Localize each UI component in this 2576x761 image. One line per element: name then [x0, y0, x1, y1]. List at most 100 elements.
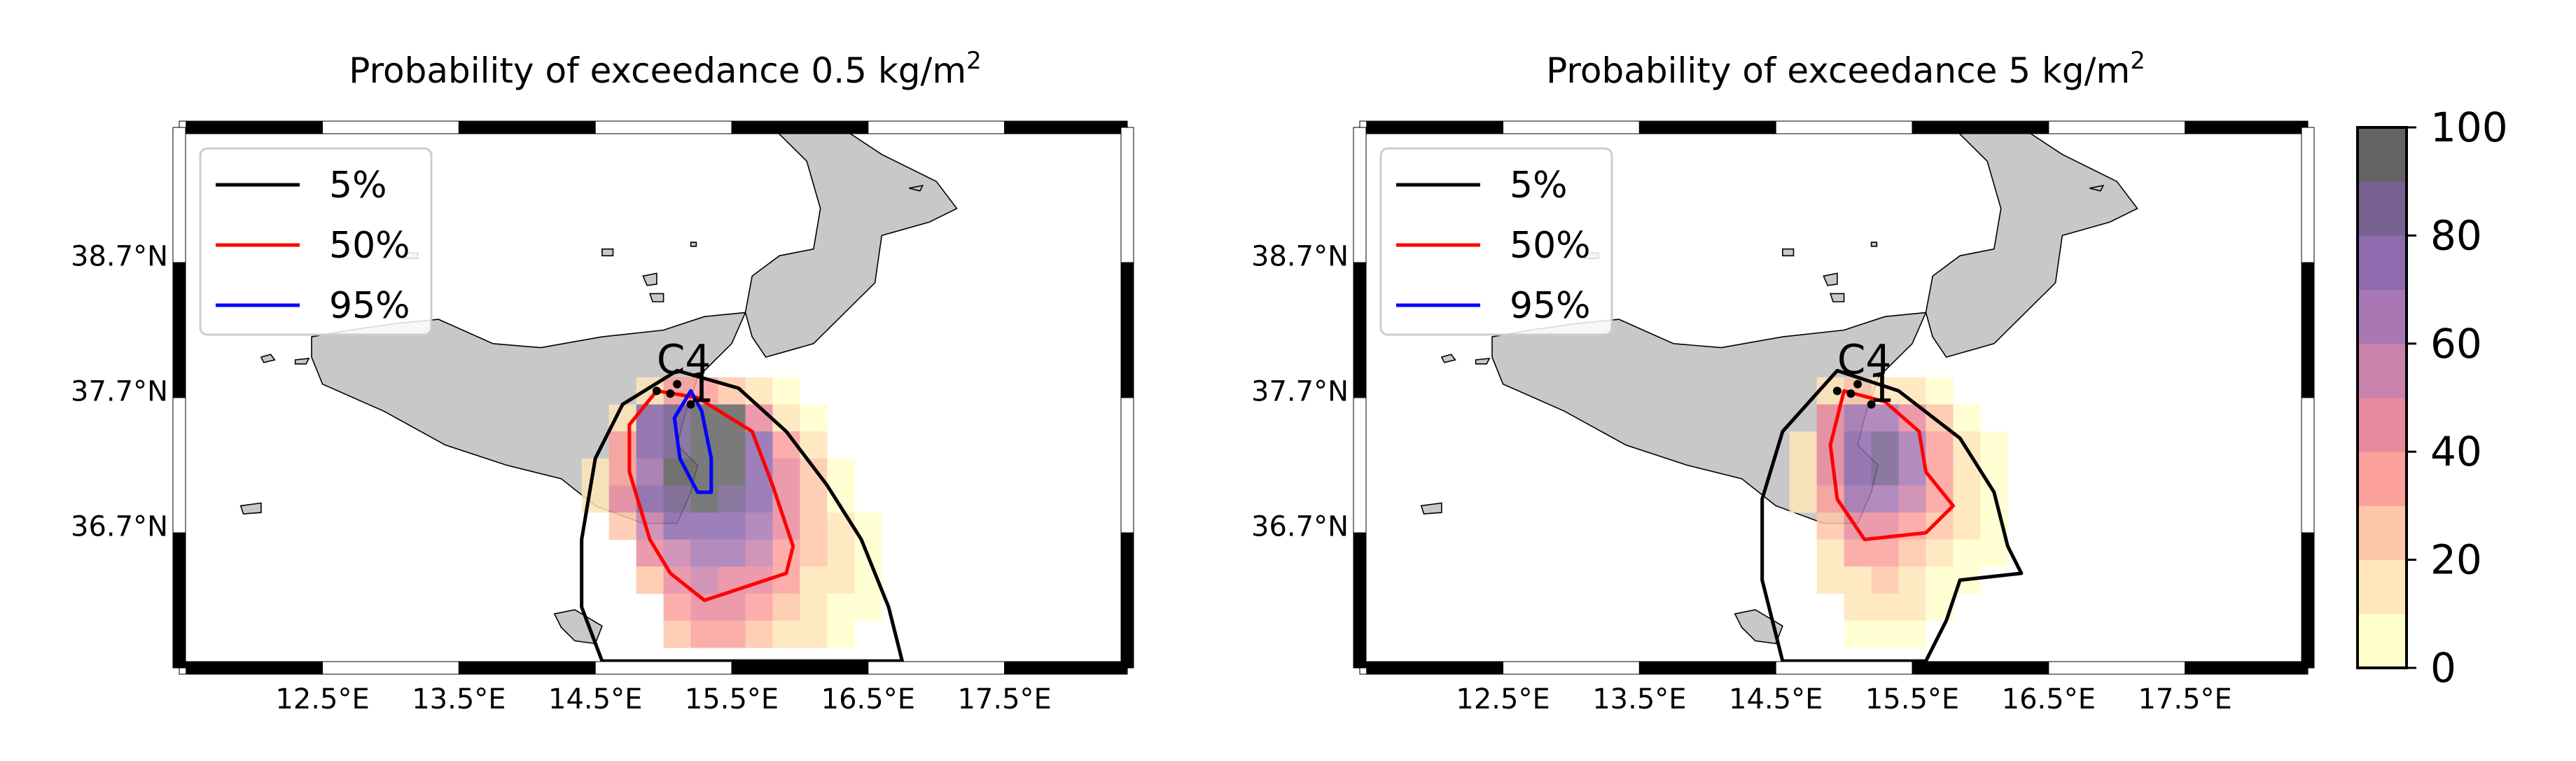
heatmap-cell: [745, 620, 773, 648]
panel-exceedance-5: Probability of exceedance 5 kg/m2 C41 12.…: [1251, 47, 2315, 715]
x-tick-label: 17.5°E: [957, 683, 1051, 715]
heatmap-cell: [690, 458, 719, 486]
map-area: C41 12.5°E 13.5°E 14.5°E 15.5°E 16.5°E 17.5°E 3…: [71, 120, 1134, 715]
land-island: [648, 293, 664, 302]
frame-segment: [2301, 532, 2315, 669]
colorbar-segment: [2358, 398, 2407, 452]
frame-segment: [458, 120, 596, 134]
heatmap-cell: [772, 404, 800, 432]
heatmap-cell: [1871, 566, 1900, 594]
frame-segment: [1775, 120, 1913, 134]
heatmap-cell: [1953, 485, 1981, 513]
heatmap-cell: [1844, 566, 1872, 594]
colorbar-tick-label: 20: [2430, 536, 2482, 584]
land-calabria: [744, 127, 958, 358]
heatmap-cell: [663, 620, 692, 648]
heatmap-cell: [772, 458, 800, 486]
heatmap-cell: [827, 458, 855, 486]
heatmap-cell: [1844, 431, 1872, 459]
heatmap-cell: [1789, 485, 1818, 513]
heatmap-cell: [800, 485, 828, 513]
heatmap-cell: [636, 431, 664, 459]
heatmap-cell: [608, 431, 637, 459]
heatmap-cell: [800, 566, 828, 594]
heatmap-cell: [1871, 539, 1900, 567]
frame-segment: [868, 120, 1005, 134]
station-marker: [1832, 386, 1842, 396]
colorbar-segment: [2358, 343, 2407, 398]
frame-segment: [172, 532, 186, 669]
heatmap-cell: [718, 458, 746, 486]
heatmap-cell: [1953, 539, 1981, 567]
land-calabria: [1925, 127, 2138, 358]
heatmap-cell: [1844, 539, 1872, 567]
heatmap-cell: [1816, 485, 1845, 513]
heatmap-cell: [1980, 458, 2008, 486]
station-label: 1: [688, 364, 714, 412]
contour-95pct: [672, 389, 713, 494]
heatmap-cell: [690, 431, 719, 459]
frame-segment: [1353, 127, 1367, 263]
heatmap-cell: [772, 377, 800, 405]
map-content: C41: [1420, 127, 2138, 663]
colorbar: 0 20 40 60 80 100: [2356, 104, 2508, 692]
heatmap-cell: [690, 512, 719, 540]
heatmap-cell: [1844, 485, 1872, 513]
x-tick-label: 14.5°E: [1729, 683, 1823, 715]
colorbar-segment: [2358, 613, 2407, 669]
station-marker: [1867, 400, 1876, 409]
legend-box: [1379, 147, 1613, 336]
y-tick-label: 38.7°N: [1251, 240, 1349, 272]
colorbar-segment: [2358, 181, 2407, 236]
frame-segment: [2185, 120, 2309, 134]
frame-segment: [2301, 262, 2315, 398]
colorbar-frame: [2356, 126, 2408, 669]
y-tick-label: 38.7°N: [71, 240, 168, 272]
heatmap-cell: [1871, 593, 1900, 621]
heatmap-cell: [663, 593, 692, 621]
land-island: [260, 354, 276, 363]
x-tick-label: 13.5°E: [1592, 683, 1686, 715]
station-marker: [686, 400, 695, 409]
colorbar-tick-label: 100: [2430, 104, 2508, 151]
station-marker: [666, 389, 675, 398]
land-island: [1475, 358, 1491, 365]
map-content: C41: [239, 127, 958, 663]
heatmap-cells: [1789, 377, 2008, 648]
heatmap-cell: [1816, 566, 1845, 594]
heatmap-cell: [718, 593, 746, 621]
heatmap-cell: [1926, 404, 1954, 432]
legend: 5% 50% 95%: [199, 147, 433, 336]
heatmap-cell: [1926, 458, 1954, 486]
panel-title: Probability of exceedance 0.5 kg/m2: [349, 47, 981, 91]
colorbar-segment: [2358, 505, 2407, 561]
station-marker: [1853, 379, 1863, 389]
heatmap-cell: [1953, 512, 1981, 540]
heatmap-cell: [1789, 431, 1818, 459]
heatmap-cell: [1816, 458, 1845, 486]
heatmap-cell: [827, 620, 855, 648]
land-island: [239, 502, 262, 515]
heatmap-cell: [745, 512, 773, 540]
heatmap-cell: [1898, 458, 1927, 486]
frame-segment: [1638, 120, 1776, 134]
heatmap-cell: [718, 539, 746, 567]
station-label: C4: [1837, 335, 1891, 383]
heatmap-cell: [1844, 458, 1872, 486]
heatmap-cell: [690, 566, 719, 594]
colorbar-segment: [2358, 559, 2407, 615]
y-tick-label: 37.7°N: [1251, 375, 1349, 407]
frame-segment: [1775, 661, 1913, 675]
heatmap-cell: [800, 404, 828, 432]
heatmap-cell: [1816, 512, 1845, 540]
station-marker: [673, 379, 682, 389]
frame-segment: [731, 661, 869, 675]
heatmap-cell: [745, 377, 773, 405]
frame-segment: [322, 661, 459, 675]
frame-segment: [1004, 120, 1128, 134]
heatmap-cell: [608, 512, 637, 540]
frame-segment: [2185, 661, 2309, 675]
heatmap-cell: [1871, 431, 1900, 459]
frame-segment: [172, 262, 186, 398]
frame-segment: [458, 661, 596, 675]
